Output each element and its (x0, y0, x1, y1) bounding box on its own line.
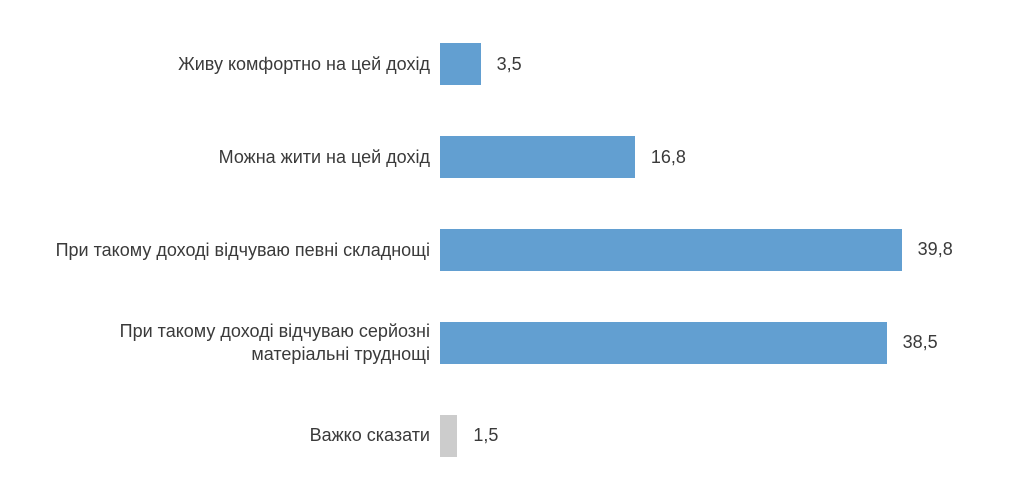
bar-area: 1,5 (440, 415, 984, 457)
bar-area: 16,8 (440, 136, 984, 178)
bar-value: 3,5 (497, 54, 522, 75)
bar-label: Живу комфортно на цей дохід (40, 53, 440, 76)
bar-label: Можна жити на цей дохід (40, 146, 440, 169)
bar-area: 3,5 (440, 43, 984, 85)
bar-row: Можна жити на цей дохід 16,8 (40, 117, 984, 197)
bar-label: При такому доході відчуваю певні складно… (40, 239, 440, 262)
bar-area: 39,8 (440, 229, 984, 271)
bar-row: При такому доході відчуваю певні складно… (40, 210, 984, 290)
bar-value: 1,5 (473, 425, 498, 446)
income-feeling-bar-chart: Живу комфортно на цей дохід 3,5 Можна жи… (0, 0, 1024, 500)
bar-row: При такому доході відчуваю серйозні мате… (40, 303, 984, 383)
bar-label: При такому доході відчуваю серйозні мате… (40, 320, 440, 365)
bar-value: 38,5 (903, 332, 938, 353)
bar (440, 43, 481, 85)
bar (440, 322, 887, 364)
bar-row: Важко сказати 1,5 (40, 396, 984, 476)
bar-area: 38,5 (440, 322, 984, 364)
bar (440, 229, 902, 271)
bar-value: 39,8 (918, 239, 953, 260)
bar-row: Живу комфортно на цей дохід 3,5 (40, 24, 984, 104)
bar (440, 136, 635, 178)
bar-value: 16,8 (651, 147, 686, 168)
bar-label: Важко сказати (40, 424, 440, 447)
bar (440, 415, 457, 457)
